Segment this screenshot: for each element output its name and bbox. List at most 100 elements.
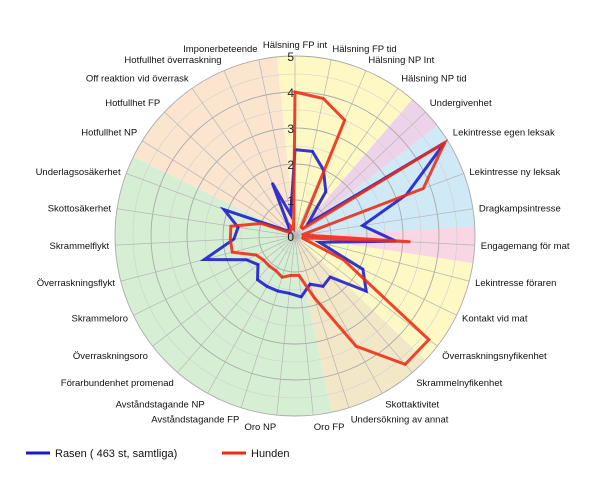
radial-tick-labels: 0 1 2 3 4 5 xyxy=(287,50,294,244)
category-label-underlagsosakerhet: Underlagsosäkerhet xyxy=(36,167,121,178)
category-label-off-reaktion-vid-overrask: Off reaktion vid överrask xyxy=(86,73,189,84)
category-label-kontakt-vid-mat: Kontakt vid mat xyxy=(462,313,528,324)
series-point-rasen-forarbundenhet-promenad xyxy=(256,278,259,281)
series-point-hunden-lekintresse-foraren xyxy=(301,237,303,239)
grid-spoke xyxy=(276,235,296,416)
series-point-hunden-oro-np xyxy=(290,274,292,277)
grid-spoke xyxy=(294,235,314,416)
category-label-halsning-fp-tid: Hälsning FP tid xyxy=(332,44,396,55)
category-label-avstandstagande-fp: Avståndstagande FP xyxy=(151,415,239,426)
category-label-engagemang-for-mat: Engagemang för mat xyxy=(481,241,570,252)
series-point-hunden-skottosakerhet xyxy=(230,225,232,227)
series-point-hunden-dragkampsintresse xyxy=(301,234,303,236)
series-point-rasen-underlagsosakerhet xyxy=(223,208,225,211)
grid-spoke xyxy=(164,111,296,237)
background-sector-7 xyxy=(115,156,332,416)
series-point-hunden-avstandstagande-fp xyxy=(281,276,283,279)
category-label-hotfullhet-fp: Hotfullhet FP xyxy=(105,98,160,109)
category-label-lekintresse-foraren: Lekintresse föraren xyxy=(475,278,556,289)
series-point-hunden-imponerbeteende xyxy=(292,228,295,230)
category-label-skottaktivitet: Skottaktivitet xyxy=(385,400,439,411)
category-label-lekintresse-ny-leksak: Lekintresse ny leksak xyxy=(469,167,560,178)
series-point-rasen-avstandstagande-fp xyxy=(277,290,279,292)
category-label-overraskningsflykt: Överraskningsflykt xyxy=(37,278,115,289)
grid-spoke xyxy=(294,235,413,373)
series-point-hunden-halsning-np-int xyxy=(343,119,346,121)
category-label-forarbundenhet-promenad: Förarbundenhet promenad xyxy=(61,378,174,389)
category-label-imponerbeteende: Imponerbeteende xyxy=(183,44,257,55)
legend-label-hunden: Hunden xyxy=(251,448,290,460)
category-label-hotfullhet-overraskning: Hotfullhet överraskning xyxy=(124,55,221,66)
series-point-rasen-imponerbeteende xyxy=(289,214,292,216)
series-point-hunden-lekintresse-egen-leksak xyxy=(443,141,446,144)
series-point-hunden-avstandstagande-np xyxy=(275,269,277,272)
series-point-hunden-overraskningsoro xyxy=(262,259,265,262)
category-label-undergivenhet: Undergivenhet xyxy=(430,98,492,109)
series-point-rasen-overraskningsoro xyxy=(257,263,259,266)
grid-spoke xyxy=(294,59,332,237)
series-point-hunden-skrammeloro xyxy=(255,254,257,256)
category-label-dragkampsintresse: Dragkampsintresse xyxy=(479,203,561,214)
grid-spoke xyxy=(117,208,296,237)
series-point-hunden-kontakt-vid-mat xyxy=(342,259,345,261)
category-label-overraskningsoro: Överraskningsoro xyxy=(73,351,148,362)
tick-label-0: 0 xyxy=(287,230,294,244)
legend: Rasen ( 463 st, samtliga) Hunden xyxy=(26,448,290,460)
grid-spoke xyxy=(240,235,296,408)
category-label-avstandstagande-np: Avståndstagande NP xyxy=(116,400,205,411)
series-point-hunden-hotfullhet-np xyxy=(288,231,290,233)
background-sector-8 xyxy=(133,56,295,236)
series-point-hunden-halsning-np-tid xyxy=(300,226,303,228)
tick-label-2: 2 xyxy=(287,158,294,172)
category-label-skottosakerhet: Skottosäkerhet xyxy=(48,203,112,214)
series-point-rasen-oro-np xyxy=(288,292,291,295)
grid-spoke xyxy=(294,111,426,237)
series-point-hunden-oro-fp xyxy=(298,274,300,277)
grid-spoke xyxy=(294,235,383,394)
category-label-oro-np: Oro NP xyxy=(245,422,277,433)
category-label-oro-fp: Oro FP xyxy=(314,422,345,433)
tick-label-1: 1 xyxy=(287,194,294,208)
series-point-hunden-hotfullhet-overraskning xyxy=(289,225,292,227)
category-label-skrammelnyfikenhet: Skrammelnyfikenhet xyxy=(416,378,502,389)
series-point-hunden-undersokning-av-annat xyxy=(313,297,316,299)
series-point-rasen-halsning-np-tid xyxy=(325,190,327,193)
series-point-rasen-overraskningsflykt xyxy=(203,258,206,261)
grid-spoke xyxy=(152,235,296,347)
series-point-rasen-kontakt-vid-mat xyxy=(362,268,364,271)
grid-spoke xyxy=(294,235,350,408)
series-point-hunden-engagemang-for-mat xyxy=(409,241,411,243)
series-point-hunden-halsning-fp-tid xyxy=(322,97,325,100)
series-point-rasen-overraskningsnyfikenhet xyxy=(365,290,368,292)
series-point-rasen-skrammelnyfikenhet xyxy=(329,276,332,278)
series-point-hunden-underlagsosakerhet xyxy=(260,222,263,225)
tick-label-4: 4 xyxy=(287,86,294,100)
grid-spoke xyxy=(177,235,296,373)
category-label-halsning-np-int: Hälsning NP Int xyxy=(368,55,434,66)
series-point-rasen-hotfullhet-overraskning xyxy=(271,182,274,184)
series-point-rasen-skottaktivitet xyxy=(322,285,324,288)
grid-spoke xyxy=(142,140,296,237)
grid-spoke xyxy=(115,235,296,246)
grid-spoke xyxy=(207,235,296,394)
series-point-hunden-hotfullhet-fp xyxy=(289,230,291,232)
category-label-halsning-fp-int: Hälsning FP int xyxy=(263,40,328,51)
series-point-hunden-skottaktivitet xyxy=(355,345,357,348)
series-point-rasen-skrammelflykt xyxy=(233,238,235,240)
series-point-hunden-undergivenhet xyxy=(302,227,304,230)
category-label-hotfullhet-np: Hotfullhet NP xyxy=(81,128,137,139)
category-label-overraskningsnyfikenhet: Överraskningsnyfikenhet xyxy=(442,351,547,362)
series-point-rasen-halsning-fp-tid xyxy=(311,150,314,153)
category-label-skrammelflykt: Skrammelflykt xyxy=(50,241,110,252)
series-point-hunden-lekintresse-ny-leksak xyxy=(422,187,425,190)
grid-spoke xyxy=(258,59,296,237)
series-point-hunden-halsning-fp-int xyxy=(294,91,296,93)
category-label-halsning-np-tid: Hälsning NP tid xyxy=(401,73,466,84)
series-point-hunden-off-reaktion-vid-overrask xyxy=(290,229,292,231)
grid-spoke xyxy=(133,235,296,316)
series-point-hunden-overraskningsflykt xyxy=(231,251,234,253)
tick-label-3: 3 xyxy=(287,122,294,136)
